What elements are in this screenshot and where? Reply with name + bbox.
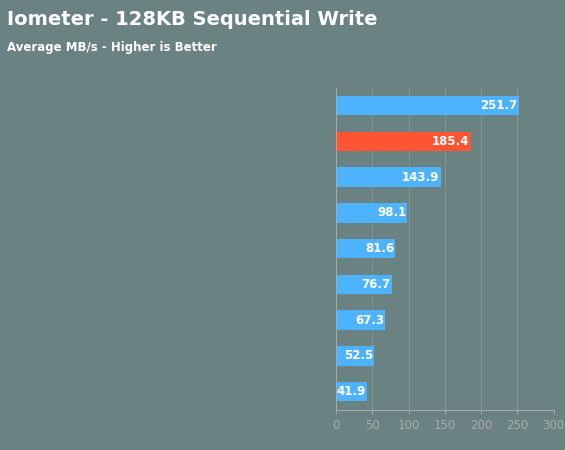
Text: 98.1: 98.1 [377,207,406,220]
Bar [336,131,471,151]
Text: Iometer - 128KB Sequential Write: Iometer - 128KB Sequential Write [7,10,378,29]
Text: Average MB/s - Higher is Better: Average MB/s - Higher is Better [7,41,217,54]
Text: 185.4: 185.4 [432,135,470,148]
Text: 143.9: 143.9 [402,171,440,184]
Bar [336,310,385,330]
Text: 76.7: 76.7 [362,278,391,291]
Bar [336,167,441,187]
Bar [336,274,392,294]
Text: 52.5: 52.5 [344,349,373,362]
Bar [336,346,374,366]
Text: 251.7: 251.7 [480,99,518,112]
Text: 67.3: 67.3 [355,314,384,327]
Text: 81.6: 81.6 [365,242,394,255]
Text: 41.9: 41.9 [336,385,366,398]
Bar [336,96,519,116]
Bar [336,239,396,258]
Bar [336,382,367,401]
Bar [336,203,407,223]
